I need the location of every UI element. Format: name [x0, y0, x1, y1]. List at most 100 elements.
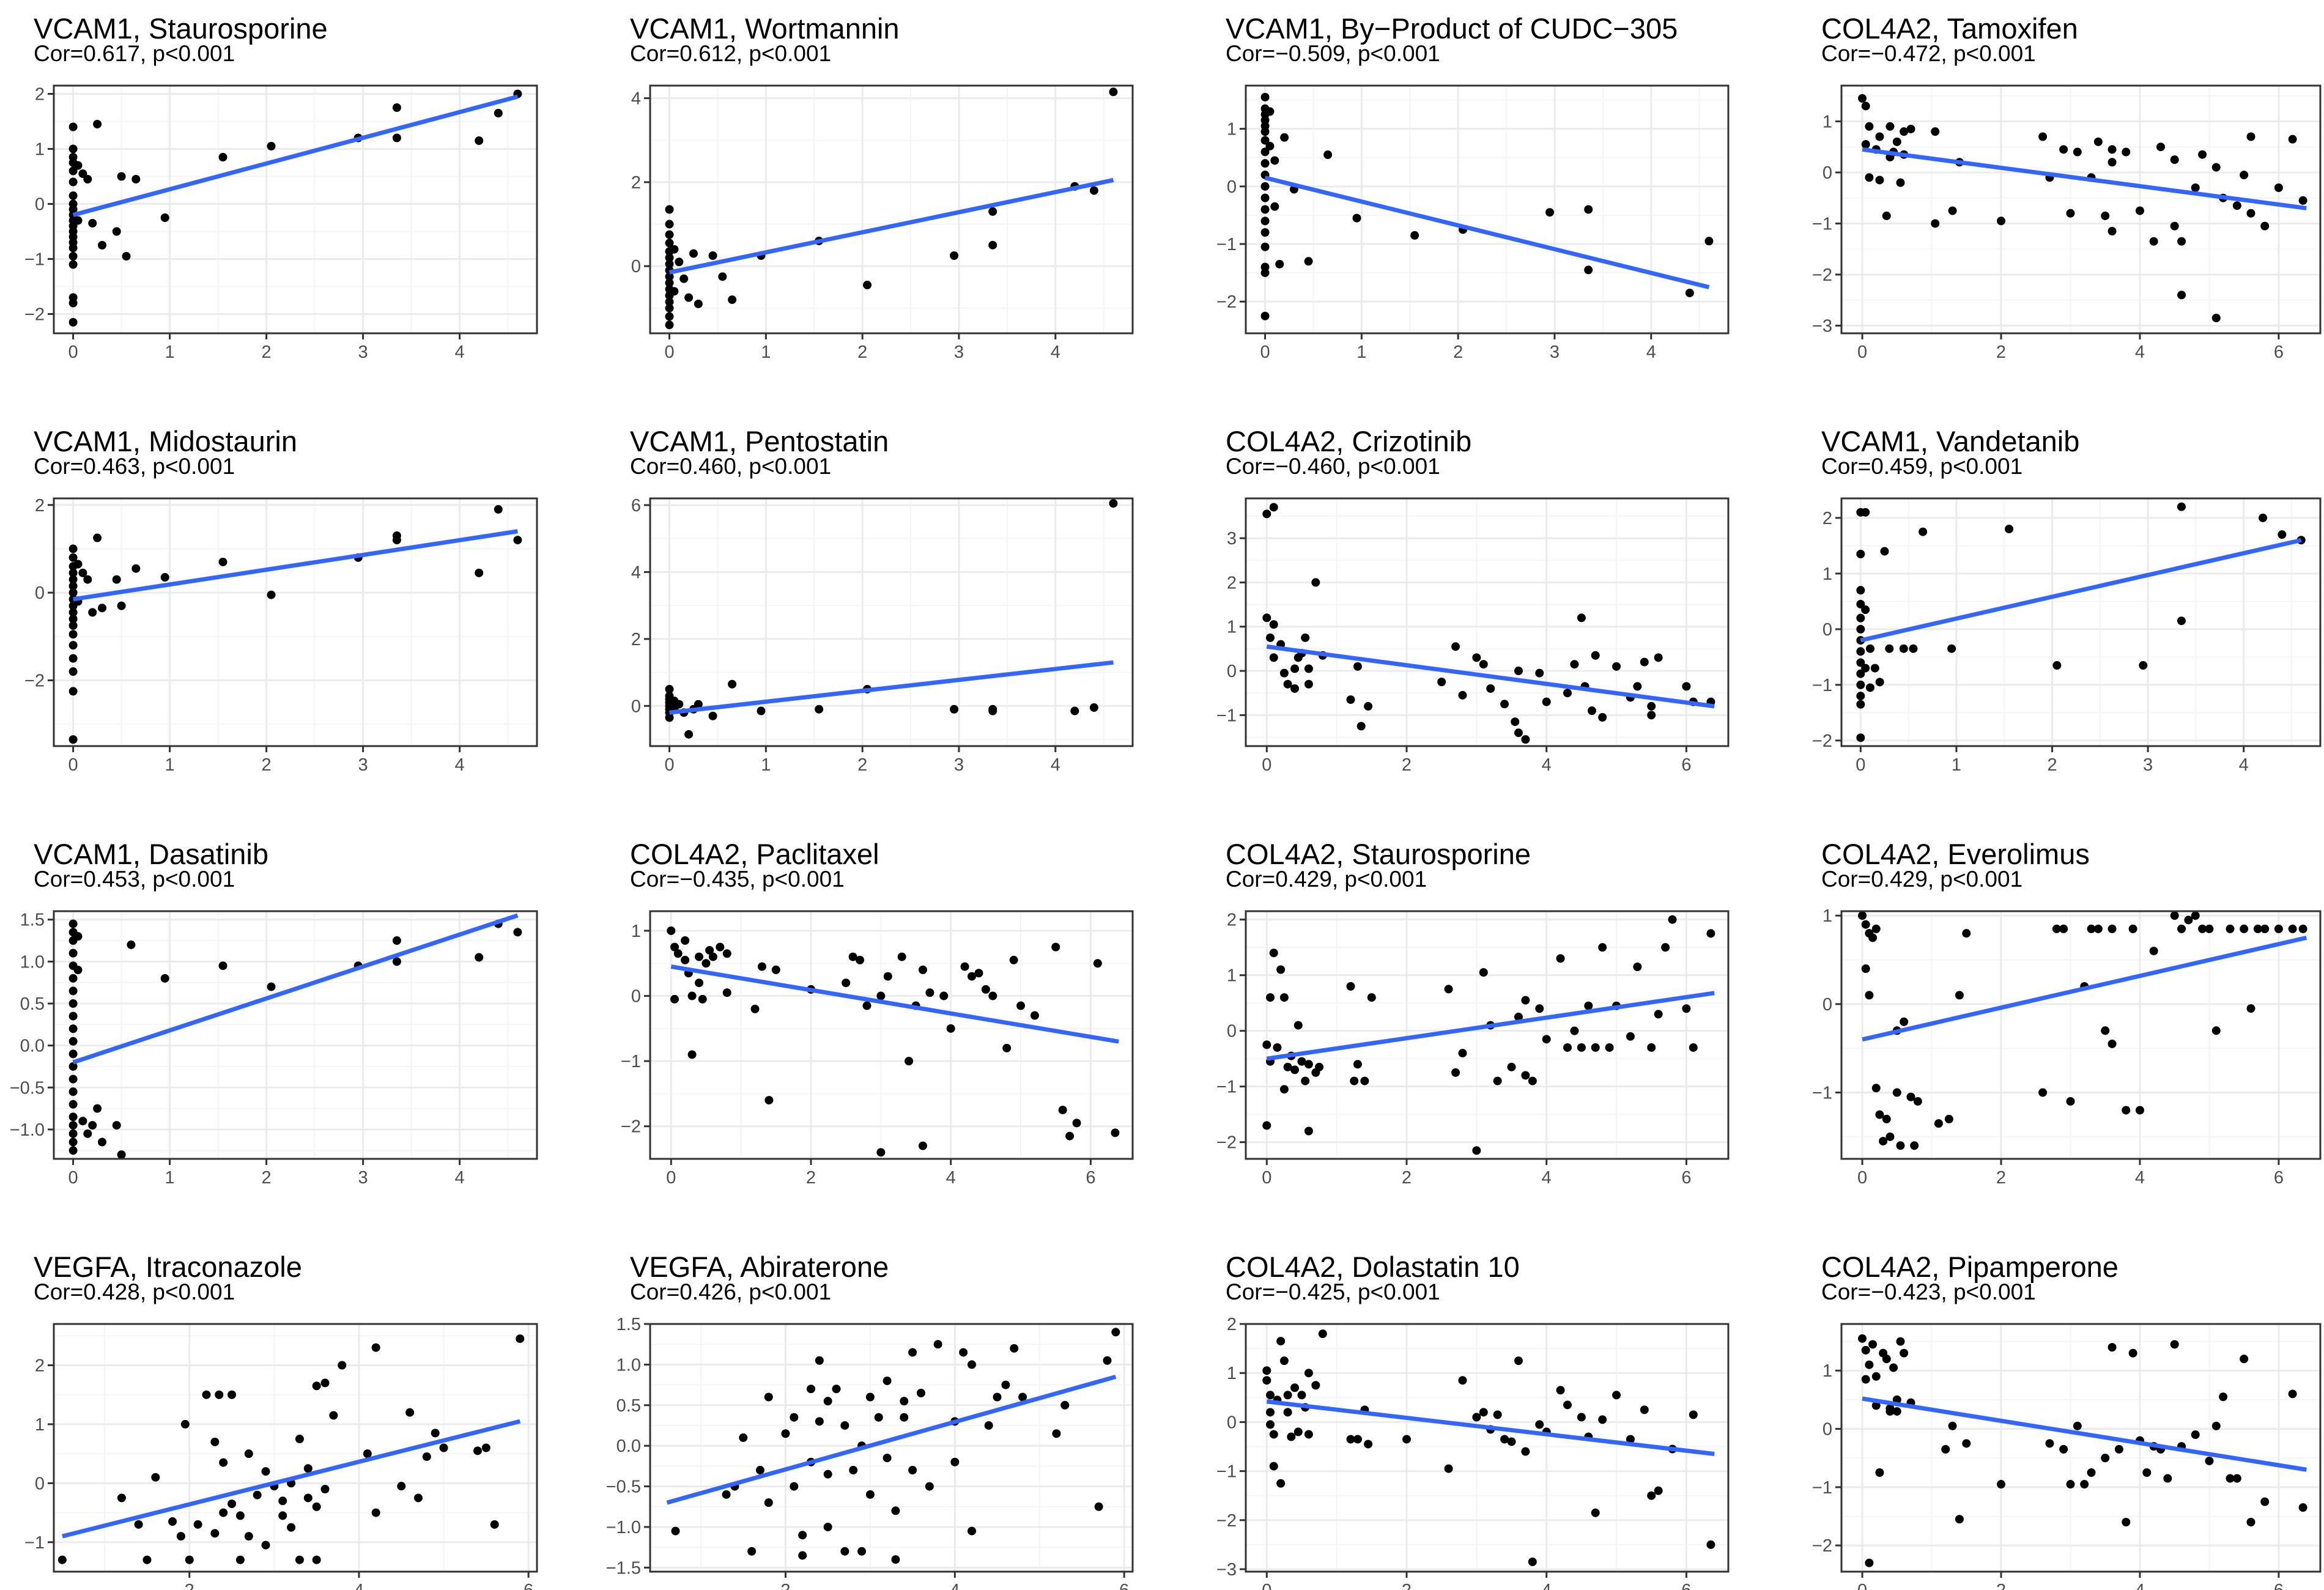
- data-point: [891, 1506, 900, 1515]
- data-point: [1871, 1401, 1881, 1410]
- panel-subtitle: Cor=−0.435, p<0.001: [630, 867, 845, 892]
- y-tick-label: −2: [24, 305, 45, 325]
- panel-title: COL4A2, Crizotinib: [1226, 425, 1471, 457]
- data-point: [1563, 689, 1572, 698]
- panel-title: VCAM1, Dasatinib: [34, 838, 268, 870]
- data-point: [1458, 690, 1467, 700]
- y-tick-label: −0.5: [10, 1078, 45, 1098]
- data-point: [1304, 679, 1313, 689]
- panel-border: [1840, 910, 2322, 1160]
- data-point: [959, 1348, 968, 1357]
- x-tick-label: 1: [1356, 342, 1366, 362]
- data-point: [1591, 1043, 1600, 1052]
- regression-line: [1862, 935, 2307, 1042]
- x-tick-label: 0: [666, 1168, 676, 1188]
- gridlines: [1841, 498, 2320, 746]
- panel-background: [650, 1324, 1133, 1572]
- data-point: [790, 1482, 799, 1491]
- y-tick-label: 0: [1823, 995, 1832, 1015]
- data-point: [665, 320, 674, 330]
- data-point: [708, 711, 717, 720]
- data-point: [1444, 1464, 1453, 1473]
- data-point: [1542, 697, 1551, 706]
- data-point: [1262, 1040, 1271, 1049]
- data-point: [303, 1464, 313, 1473]
- x-tick-label: 6: [1119, 1581, 1129, 1590]
- data-point: [218, 153, 228, 161]
- data-point: [363, 1449, 372, 1459]
- y-tick-label: 2: [1227, 573, 1237, 593]
- data-point: [2177, 924, 2186, 933]
- data-point: [1856, 680, 1865, 689]
- data-point: [2278, 530, 2287, 539]
- data-point: [1875, 1468, 1884, 1477]
- y-tick-label: 2: [631, 630, 641, 649]
- data-point: [1356, 722, 1366, 731]
- data-point: [1009, 955, 1018, 964]
- y-tick-label: −2: [621, 1117, 641, 1137]
- data-point: [728, 679, 737, 689]
- data-point: [112, 1121, 121, 1130]
- data-point: [687, 1050, 697, 1059]
- scatter-panel: 0 2 4 6 −2 −1 0 1 2 COL4A2, StaurosporineCor=0.42…: [1216, 838, 1730, 1188]
- gridlines: [54, 911, 537, 1159]
- data-point: [1089, 186, 1098, 195]
- data-point: [1535, 1420, 1544, 1429]
- panel-title: VCAM1, Vandetanib: [1821, 425, 2079, 457]
- data-point: [2114, 1444, 2123, 1454]
- data-point: [1861, 102, 1870, 111]
- data-point: [1265, 107, 1275, 116]
- y-tick-label: 1.0: [616, 1355, 641, 1375]
- data-point: [2298, 196, 2307, 205]
- data-point: [675, 257, 684, 267]
- data-point: [490, 1520, 499, 1529]
- data-point: [1906, 1092, 1915, 1101]
- x-tick-label: 6: [2274, 1581, 2284, 1590]
- data-point: [695, 952, 704, 961]
- data-point: [1262, 1376, 1271, 1385]
- data-point: [1909, 644, 1918, 653]
- data-point: [1290, 1383, 1300, 1392]
- data-point: [2066, 209, 2075, 218]
- data-point: [939, 991, 949, 1000]
- data-point: [117, 1493, 126, 1503]
- x-tick-label: 2: [262, 755, 272, 775]
- data-point: [392, 957, 401, 966]
- data-point: [684, 730, 694, 739]
- data-point: [1865, 991, 1874, 1000]
- data-point: [1865, 1558, 1874, 1567]
- data-point: [764, 1096, 774, 1105]
- data-point: [1598, 712, 1607, 722]
- points: [1262, 915, 1715, 1155]
- data-point: [925, 1482, 934, 1491]
- data-point: [1265, 141, 1275, 150]
- data-point: [1521, 996, 1530, 1005]
- data-point: [857, 1547, 867, 1556]
- data-point: [1360, 1076, 1369, 1085]
- y-tick-label: 0: [1823, 1420, 1832, 1440]
- y-tick-label: −2: [1812, 1536, 1832, 1556]
- data-point: [1931, 127, 1940, 136]
- data-point: [2298, 1503, 2307, 1512]
- data-point: [422, 1452, 431, 1461]
- data-point: [1283, 1391, 1292, 1400]
- data-point: [142, 1555, 152, 1564]
- data-point: [2226, 924, 2235, 933]
- data-point: [1666, 338, 1675, 346]
- data-point: [1661, 943, 1670, 952]
- data-point: [1668, 915, 1677, 924]
- data-point: [68, 1087, 78, 1096]
- data-point: [68, 1037, 78, 1046]
- data-point: [215, 1390, 224, 1399]
- data-point: [244, 1449, 253, 1459]
- data-point: [747, 1547, 757, 1556]
- data-point: [228, 1499, 237, 1509]
- y-tick-label: 1: [1227, 120, 1237, 139]
- y-tick-label: −1.0: [606, 1518, 641, 1537]
- data-point: [908, 1466, 917, 1475]
- data-point: [671, 1526, 680, 1536]
- data-point: [2211, 313, 2221, 322]
- data-point: [68, 318, 78, 327]
- data-point: [73, 216, 83, 225]
- points: [1858, 94, 2307, 322]
